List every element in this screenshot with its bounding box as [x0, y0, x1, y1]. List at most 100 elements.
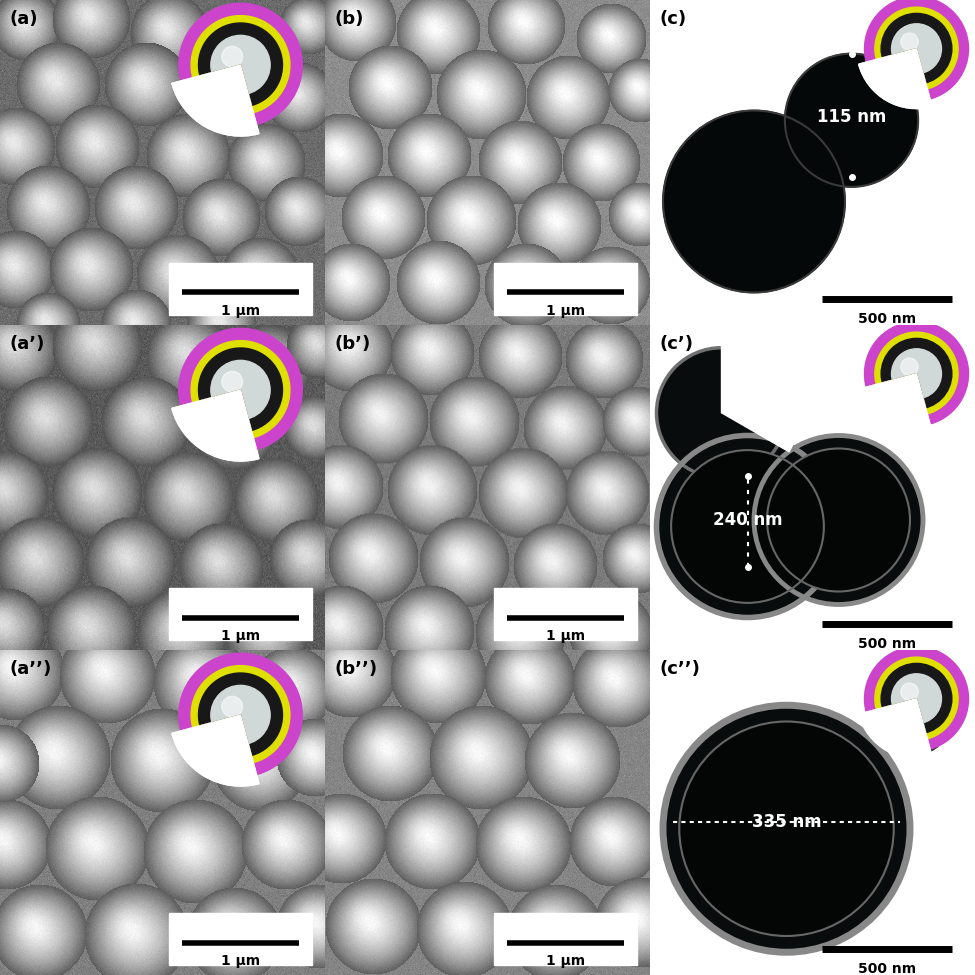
Circle shape [267, 757, 270, 760]
Circle shape [961, 711, 964, 714]
Circle shape [940, 84, 943, 86]
Circle shape [214, 340, 218, 344]
FancyBboxPatch shape [169, 263, 312, 315]
Circle shape [184, 728, 187, 731]
Circle shape [933, 90, 936, 93]
Circle shape [939, 409, 942, 411]
Circle shape [200, 344, 203, 348]
Circle shape [201, 349, 204, 352]
Circle shape [246, 332, 249, 336]
Circle shape [903, 0, 906, 1]
Circle shape [225, 6, 228, 9]
Circle shape [182, 397, 185, 401]
Circle shape [214, 16, 218, 19]
Circle shape [865, 646, 968, 751]
Circle shape [287, 693, 290, 696]
Circle shape [219, 337, 222, 340]
Circle shape [940, 733, 943, 736]
Circle shape [271, 759, 274, 761]
Wedge shape [859, 699, 932, 759]
Circle shape [873, 48, 875, 51]
Circle shape [867, 58, 870, 60]
Circle shape [283, 416, 286, 420]
Circle shape [959, 37, 961, 40]
Circle shape [257, 111, 260, 114]
Circle shape [946, 16, 949, 19]
Circle shape [936, 92, 939, 95]
Circle shape [296, 49, 299, 52]
Circle shape [959, 687, 961, 690]
Text: (b): (b) [334, 10, 364, 27]
Circle shape [873, 698, 875, 700]
Circle shape [901, 358, 918, 375]
Circle shape [292, 60, 296, 63]
Circle shape [188, 389, 191, 392]
Circle shape [264, 441, 267, 444]
Text: (b’’): (b’’) [334, 660, 378, 678]
FancyBboxPatch shape [494, 914, 637, 965]
Circle shape [185, 368, 188, 370]
Circle shape [267, 442, 270, 445]
Circle shape [294, 396, 297, 399]
Circle shape [882, 664, 885, 667]
Circle shape [910, 1, 913, 4]
Circle shape [188, 358, 191, 361]
Circle shape [785, 54, 918, 187]
Circle shape [939, 734, 942, 736]
Circle shape [868, 705, 870, 708]
Circle shape [939, 658, 941, 660]
Circle shape [868, 35, 871, 38]
Circle shape [202, 354, 205, 357]
Circle shape [867, 708, 870, 710]
Circle shape [870, 30, 873, 32]
Circle shape [957, 33, 960, 35]
Circle shape [957, 682, 960, 685]
Circle shape [255, 768, 258, 772]
Circle shape [963, 360, 966, 363]
Circle shape [201, 23, 204, 27]
FancyBboxPatch shape [494, 263, 637, 315]
Circle shape [268, 336, 271, 339]
Circle shape [257, 436, 260, 439]
Circle shape [267, 116, 270, 119]
Circle shape [925, 328, 928, 330]
Circle shape [275, 348, 278, 351]
Circle shape [183, 45, 187, 48]
Circle shape [294, 705, 297, 709]
Circle shape [291, 702, 293, 705]
Circle shape [275, 23, 278, 26]
Circle shape [961, 704, 964, 707]
Circle shape [921, 650, 923, 653]
Circle shape [910, 651, 913, 653]
Circle shape [940, 654, 942, 656]
Circle shape [248, 658, 252, 661]
Circle shape [959, 699, 962, 702]
Circle shape [182, 72, 185, 75]
Circle shape [254, 442, 258, 445]
Text: 1 μm: 1 μm [221, 954, 260, 968]
Circle shape [188, 714, 191, 717]
Circle shape [268, 662, 271, 665]
Circle shape [266, 666, 270, 670]
Circle shape [881, 663, 952, 734]
Circle shape [219, 12, 222, 16]
Circle shape [288, 41, 291, 44]
Circle shape [928, 652, 931, 655]
Circle shape [945, 338, 948, 340]
Wedge shape [859, 699, 932, 759]
Circle shape [946, 340, 949, 343]
Circle shape [248, 333, 252, 336]
Circle shape [268, 12, 271, 15]
Circle shape [181, 725, 185, 728]
Circle shape [873, 21, 875, 24]
Wedge shape [172, 715, 259, 786]
Circle shape [252, 335, 254, 338]
Circle shape [292, 716, 294, 719]
Circle shape [183, 49, 186, 52]
Circle shape [254, 11, 257, 14]
Circle shape [287, 369, 290, 371]
Circle shape [185, 43, 188, 46]
Circle shape [956, 681, 958, 683]
Circle shape [656, 436, 838, 617]
Circle shape [200, 20, 203, 22]
